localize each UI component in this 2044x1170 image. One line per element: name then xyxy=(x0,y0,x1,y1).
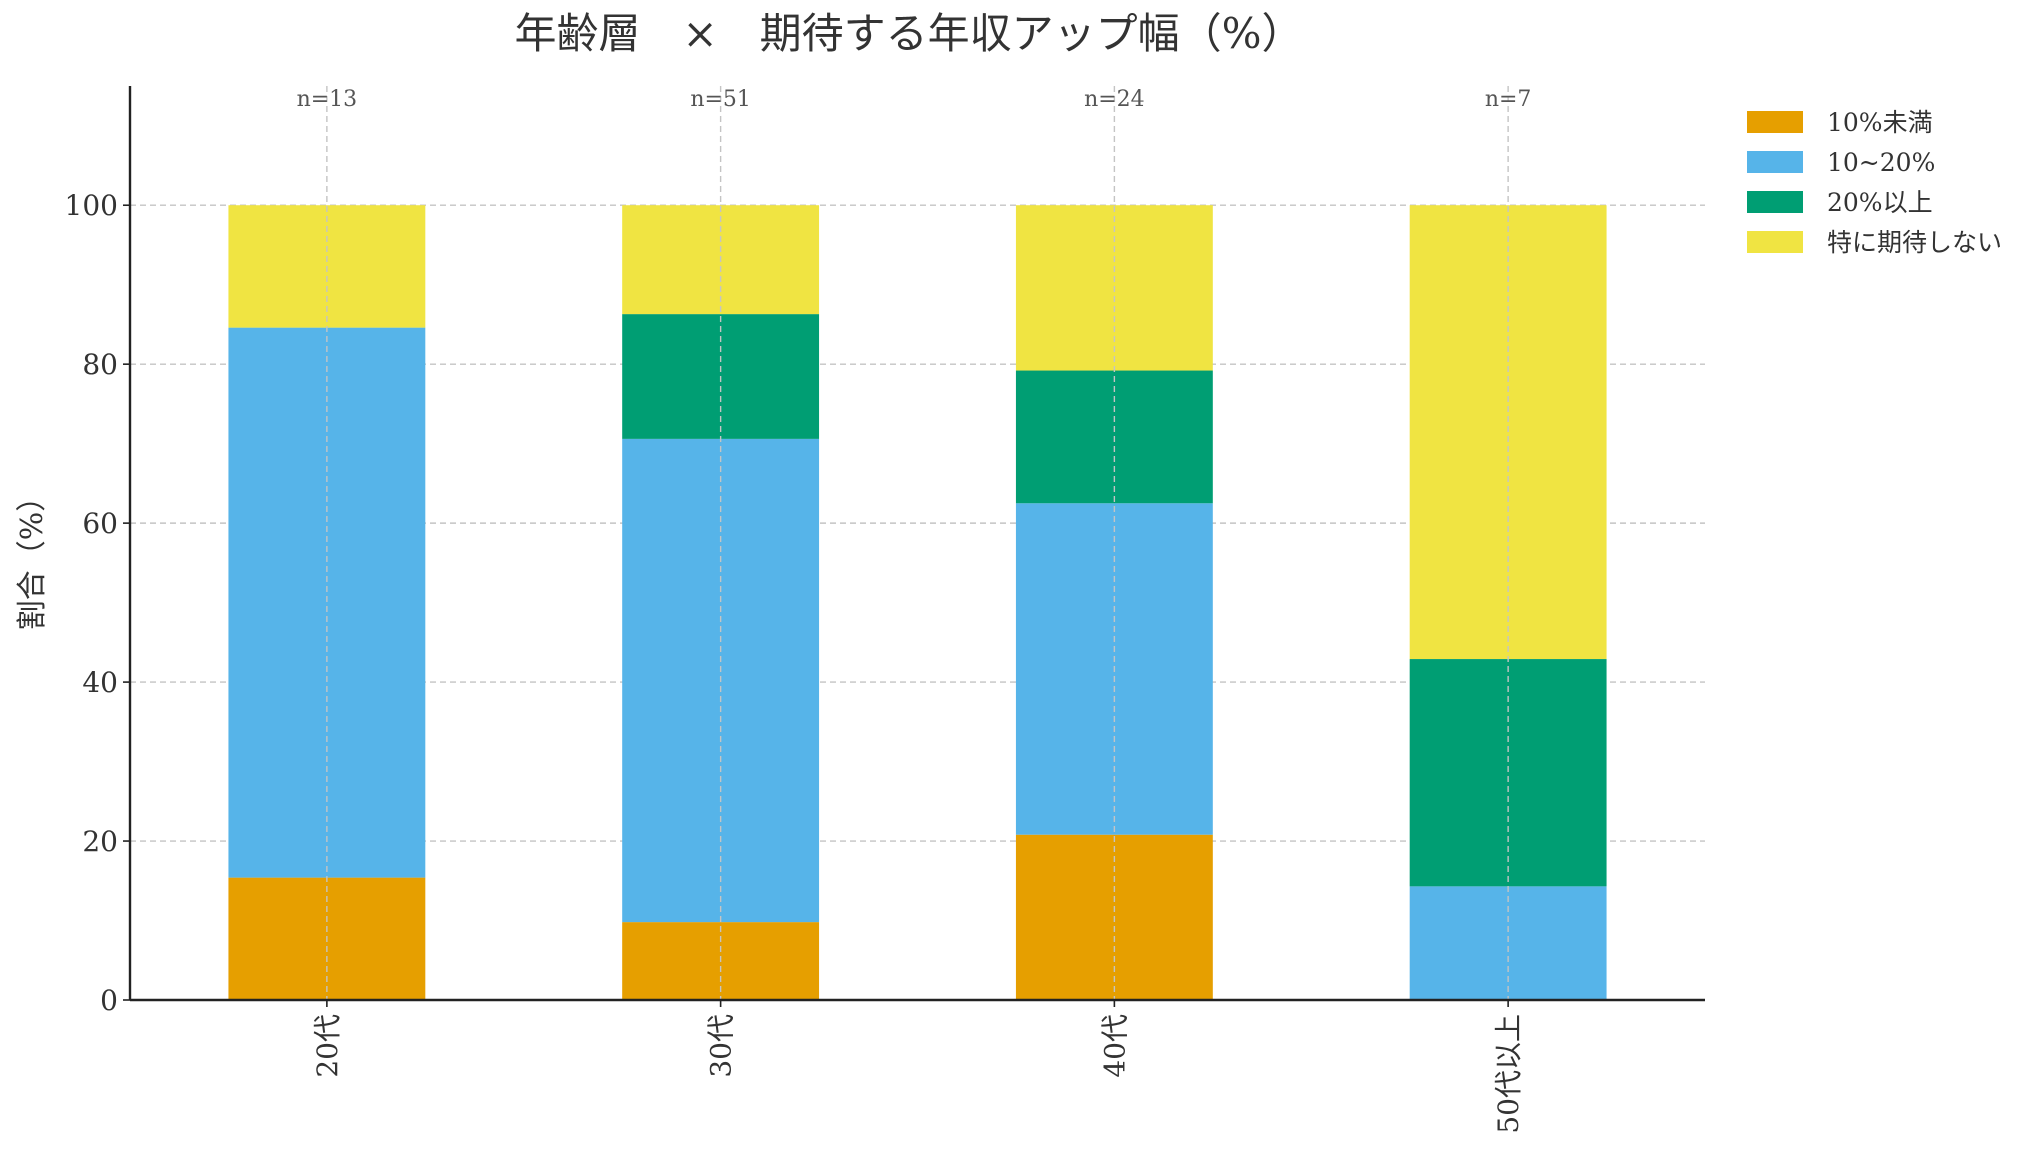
x-tick-label: 50代以上 xyxy=(1492,1014,1525,1134)
legend-label: 特に期待しない xyxy=(1827,228,2002,257)
legend-swatch xyxy=(1747,151,1803,173)
sample-size-label: n=51 xyxy=(690,87,751,112)
sample-size-label: n=13 xyxy=(297,87,358,112)
x-tick-label: 20代 xyxy=(311,1014,344,1078)
bars xyxy=(228,205,1607,1000)
legend-swatch xyxy=(1747,111,1803,133)
bar-segment xyxy=(1409,659,1607,887)
y-tick-labels: 0 20 40 60 80 100 xyxy=(65,189,130,1017)
y-axis-label: 割合（%） xyxy=(15,482,50,631)
y-tick-label: 0 xyxy=(100,984,118,1017)
chart-title: 年齢層 × 期待する年収アップ幅（%） xyxy=(514,9,1303,58)
y-tick-label: 40 xyxy=(82,666,118,699)
bar-segment xyxy=(1409,886,1607,1000)
legend-label: 10%未満 xyxy=(1827,108,1933,137)
legend-swatch xyxy=(1747,191,1803,213)
y-tick-label: 100 xyxy=(65,189,118,222)
y-tick-label: 20 xyxy=(82,825,118,858)
sample-size-label: n=7 xyxy=(1485,87,1532,112)
x-tick-label: 40代 xyxy=(1098,1014,1131,1078)
y-tick-label: 80 xyxy=(82,348,118,381)
sample-size-label: n=24 xyxy=(1084,87,1145,112)
vertical-grid-lines xyxy=(326,86,1509,1000)
axes xyxy=(128,86,1705,1002)
y-tick-label: 60 xyxy=(82,507,118,540)
legend-label: 10~20% xyxy=(1827,148,1935,177)
legend-swatch xyxy=(1747,231,1803,253)
legend-label: 20%以上 xyxy=(1827,188,1933,217)
sample-size-labels: n=13 n=51 n=24 n=7 xyxy=(297,87,1532,112)
x-tick-label: 30代 xyxy=(705,1014,738,1078)
x-tick-labels: 20代 30代 40代 50代以上 xyxy=(311,1000,1525,1134)
